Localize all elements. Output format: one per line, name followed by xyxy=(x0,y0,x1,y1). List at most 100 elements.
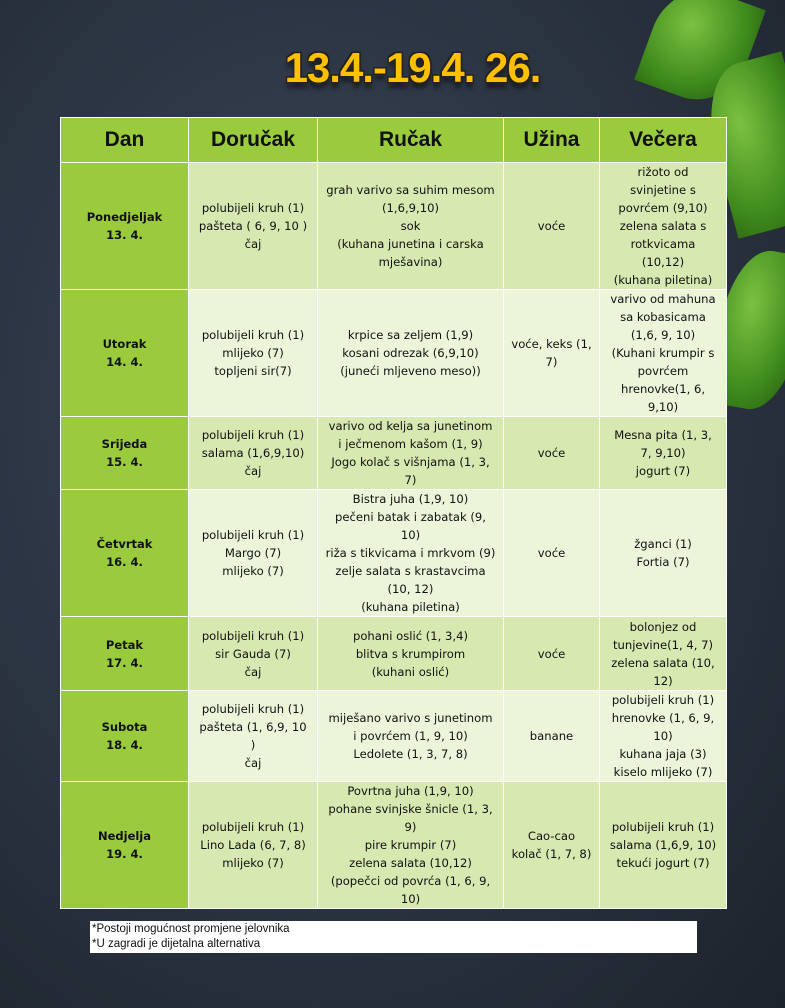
uzina-line: voće xyxy=(537,446,566,460)
cell-rucak: krpice sa zeljem (1,9) kosani odrezak (6,… xyxy=(317,289,504,417)
cell-dorucak: polubijeli kruh (1) Margo (7) mlijeko (7) xyxy=(188,489,318,617)
cell-uzina: voće xyxy=(503,616,600,691)
uzina-line: voće xyxy=(537,646,566,661)
rucak-line: zelje salata s krastavcima xyxy=(335,564,486,578)
week-title: 13.4.-19.4. 26. xyxy=(284,44,542,91)
rucak-line: i povrćem (1, 9, 10) xyxy=(353,729,468,743)
cell-vecera: Mesna pita (1, 3, 7, 9,10) jogurt (7) xyxy=(599,416,727,490)
dorucak-line: ) xyxy=(250,738,256,752)
header-uzina: Užina xyxy=(503,117,600,163)
dorucak-line: polubijeli kruh (1) xyxy=(201,428,305,442)
cell-uzina: banane xyxy=(503,690,600,782)
rucak-line: (1,6,9,10) xyxy=(382,201,439,215)
cell-uzina: voće xyxy=(503,489,600,617)
rucak-line: (10, 12) xyxy=(387,582,434,596)
cell-uzina: voće xyxy=(503,416,600,490)
rucak-line: (kuhana junetina i carska xyxy=(337,237,484,251)
vecera-line: varivo od mahuna xyxy=(610,292,716,306)
rucak-line: kosani odrezak (6,9,10) xyxy=(342,346,479,360)
vecera-line: hrenovke(1, 6, xyxy=(620,382,706,396)
day-line: Utorak xyxy=(102,337,147,351)
cell-rucak: varivo od kelja sa junetinom i ječmenom k… xyxy=(317,416,504,490)
dorucak-line: salama (1,6,9,10) xyxy=(201,446,305,460)
cell-uzina: Cao-cao kolač (1, 7, 8) xyxy=(503,781,600,909)
rucak-line: mješavina) xyxy=(378,255,443,269)
rucak-line: 10) xyxy=(400,892,421,906)
vecera-line: povrćem (9,10) xyxy=(618,201,708,215)
cell-dorucak: polubijeli kruh (1) salama (1,6,9,10) čaj xyxy=(188,416,318,490)
day-line: 14. 4. xyxy=(106,355,143,369)
cell-dorucak: polubijeli kruh (1) Lino Lada (6, 7, 8) ml… xyxy=(188,781,318,909)
day-line: 13. 4. xyxy=(106,228,143,242)
dorucak-line: čaj xyxy=(244,756,262,770)
vecera-line: 12) xyxy=(653,673,673,688)
note-diet: *U zagradi je dijetalna alternativa xyxy=(92,938,261,950)
vecera-line: 7, 9,10) xyxy=(640,446,686,460)
rucak-line: pohane svinjske šnicle (1, 3, xyxy=(328,802,493,816)
rucak-line: zelena salata (10,12) xyxy=(349,856,472,870)
vecera-line: kuhana jaja (3) xyxy=(619,747,707,761)
dorucak-line: polubijeli kruh (1) xyxy=(201,201,305,215)
dorucak-line: čaj xyxy=(244,464,262,478)
rucak-line: (juneći mljeveno meso)) xyxy=(340,364,481,378)
rucak-line: (kuhana piletina) xyxy=(361,600,460,614)
cell-vecera: rižoto od svinjetine s povrćem (9,10) zelen… xyxy=(599,162,727,290)
vecera-line: kiselo mlijeko (7) xyxy=(613,765,713,779)
dorucak-line: polubijeli kruh (1) xyxy=(201,820,305,834)
day-line: Četvrtak xyxy=(96,537,153,551)
vecera-line: zelena salata s xyxy=(619,219,707,233)
cell-vecera: žganci (1) Fortia (7) xyxy=(599,489,727,617)
vecera-line: jogurt (7) xyxy=(635,464,691,478)
vecera-line: salama (1,6,9, 10) xyxy=(609,838,717,852)
dorucak-line: topljeni sir(7) xyxy=(214,364,292,378)
menu-row: Subota 18. 4. polubijeli kruh (1) pašteta (… xyxy=(60,690,727,782)
cell-dorucak: polubijeli kruh (1) mlijeko (7) topljeni s… xyxy=(188,289,318,417)
vecera-line: hrenovke (1, 6, 9, xyxy=(611,711,715,725)
vecera-line: Fortia (7) xyxy=(636,555,690,569)
uzina-line: 7) xyxy=(545,355,558,369)
vecera-line: tunjevine(1, 4, 7) xyxy=(612,637,714,652)
dorucak-line: čaj xyxy=(244,664,262,679)
header-vecera: Večera xyxy=(599,117,727,163)
cell-day: Srijeda 15. 4. xyxy=(60,416,189,490)
cell-vecera: bolonjez od tunjevine(1, 4, 7) zelena sala… xyxy=(599,616,727,691)
notes-box: *Postoji mogućnost promjene jelovnika *U… xyxy=(90,921,697,953)
rucak-line: Ledolete (1, 3, 7, 8) xyxy=(353,747,468,761)
rucak-line: (popečci od povrća (1, 6, 9, xyxy=(330,874,491,888)
cell-dorucak: polubijeli kruh (1) pašteta ( 6, 9, 10 ) č… xyxy=(188,162,318,290)
dorucak-line: polubijeli kruh (1) xyxy=(201,528,305,542)
rucak-line: riža s tikvicama i mrkvom (9) xyxy=(325,546,496,560)
uzina-line: Cao-cao xyxy=(527,829,576,843)
day-line: 15. 4. xyxy=(106,455,143,469)
rucak-line: 9) xyxy=(404,820,417,834)
rucak-line: miješano varivo s junetinom xyxy=(328,711,493,725)
dorucak-line: polubijeli kruh (1) xyxy=(201,328,305,342)
rucak-line: i ječmenom kašom (1, 9) xyxy=(338,437,483,451)
dorucak-line: pašteta ( 6, 9, 10 ) xyxy=(198,219,308,233)
vecera-line: svinjetine s xyxy=(630,183,696,197)
rucak-line: (kuhani oslić) xyxy=(371,664,450,679)
day-line: Nedjelja xyxy=(97,829,152,843)
cell-day: Četvrtak 16. 4. xyxy=(60,489,189,617)
cell-day: Nedjelja 19. 4. xyxy=(60,781,189,909)
uzina-line: banane xyxy=(529,729,574,743)
vecera-line: žganci (1) xyxy=(634,537,692,551)
vecera-line: sa kobasicama xyxy=(620,310,706,324)
rucak-line: Jogo kolač s višnjama (1, 3, xyxy=(331,455,490,469)
vecera-line: rižoto od xyxy=(637,165,689,179)
dorucak-line: mlijeko (7) xyxy=(222,856,284,870)
menu-row: Utorak 14. 4. polubijeli kruh (1) mlijeko (… xyxy=(60,289,727,417)
cell-rucak: pohani oslić (1, 3,4) blitva s krumpirom (… xyxy=(317,616,504,691)
cell-uzina: voće, keks (1, 7) xyxy=(503,289,600,417)
cell-uzina: voće xyxy=(503,162,600,290)
menu-row: Srijeda 15. 4. polubijeli kruh (1) salama (… xyxy=(60,416,727,490)
day-line: 16. 4. xyxy=(106,555,143,569)
cell-day: Ponedjeljak 13. 4. xyxy=(60,162,189,290)
vecera-line: (1,6, 9, 10) xyxy=(630,328,696,342)
note-change: *Postoji mogućnost promjene jelovnika xyxy=(92,923,290,935)
dorucak-line: mlijeko (7) xyxy=(222,346,284,360)
cell-rucak: miješano varivo s junetinom i povrćem (1,… xyxy=(317,690,504,782)
rucak-line: grah varivo sa suhim mesom xyxy=(326,183,495,197)
cell-rucak: grah varivo sa suhim mesom (1,6,9,10) sok (… xyxy=(317,162,504,290)
menu-row: Nedjelja 19. 4. polubijeli kruh (1) Lino La… xyxy=(60,781,727,909)
